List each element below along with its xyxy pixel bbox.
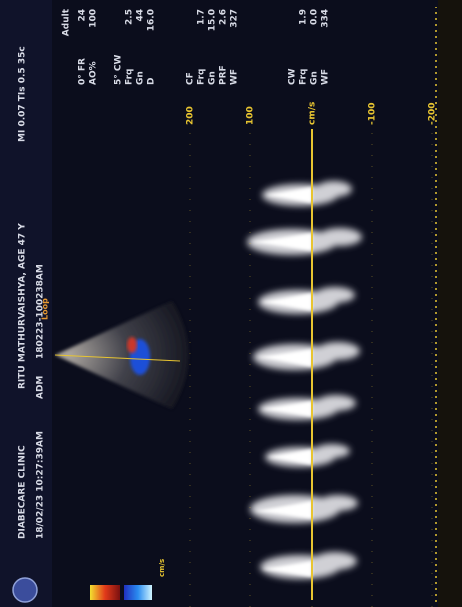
param-label: 5° CW	[114, 54, 124, 85]
param-label: Gn	[208, 71, 218, 85]
color-bar	[90, 585, 120, 600]
velocity-label: cm/s	[308, 102, 318, 125]
param-value: 100	[89, 9, 99, 28]
param-value: 44	[136, 9, 146, 22]
sector-image	[55, 301, 189, 409]
velocity-label: -200	[428, 102, 438, 125]
color-bar	[124, 585, 152, 600]
velocity-label: 100	[246, 106, 256, 125]
doppler-peaks	[252, 187, 312, 577]
header-band	[0, 0, 52, 607]
param-value: 2.6	[219, 9, 229, 25]
param-label: Frq	[299, 69, 309, 85]
velocity-label: -100	[368, 102, 378, 125]
param-value: 1.9	[299, 9, 309, 25]
param-label: CW	[288, 68, 298, 85]
color-bar-unit: cm/s	[158, 559, 166, 577]
date-time: 18/02/23 10:27:39AM	[36, 431, 46, 539]
param-value: 1.7	[197, 9, 207, 25]
param-label: Frq	[125, 69, 135, 85]
preset: Adult	[62, 8, 72, 36]
cursor-line	[54, 354, 181, 362]
color-flow	[127, 337, 137, 353]
bottom-band	[438, 0, 462, 607]
param-value: 16.0	[147, 9, 157, 31]
param-label: D	[147, 78, 157, 85]
velocity-label: 200	[186, 106, 196, 125]
param-label: PRF	[219, 65, 229, 85]
param-label: 0° FR	[78, 58, 88, 85]
param-label: WF	[321, 69, 331, 85]
param-value: 327	[230, 9, 240, 28]
param-value: 334	[321, 9, 331, 28]
param-label: CF	[186, 72, 196, 85]
loop-label: Loop	[41, 298, 50, 320]
study-id: 180223-100238AM	[36, 264, 46, 359]
operator: ADM	[36, 376, 46, 399]
param-label: WF	[230, 69, 240, 85]
param-value: 0.0	[310, 9, 320, 25]
param-value: 24	[78, 9, 88, 22]
param-label: AO%	[89, 61, 99, 85]
param-label: Gn	[136, 71, 146, 85]
clinic-name: DIABECARE CLINIC	[18, 445, 28, 539]
param-value: 15.0	[208, 9, 218, 31]
param-label: Gn	[310, 71, 320, 85]
param-value: 2.5	[125, 9, 135, 25]
ge-logo	[12, 577, 38, 603]
param-label: Frq	[197, 69, 207, 85]
patient-name: RITU MATHURVAISHYA, AGE 47 Y	[18, 223, 28, 389]
acoustic-indices: MI 0.07 TIs 0.5 35c	[18, 46, 28, 142]
